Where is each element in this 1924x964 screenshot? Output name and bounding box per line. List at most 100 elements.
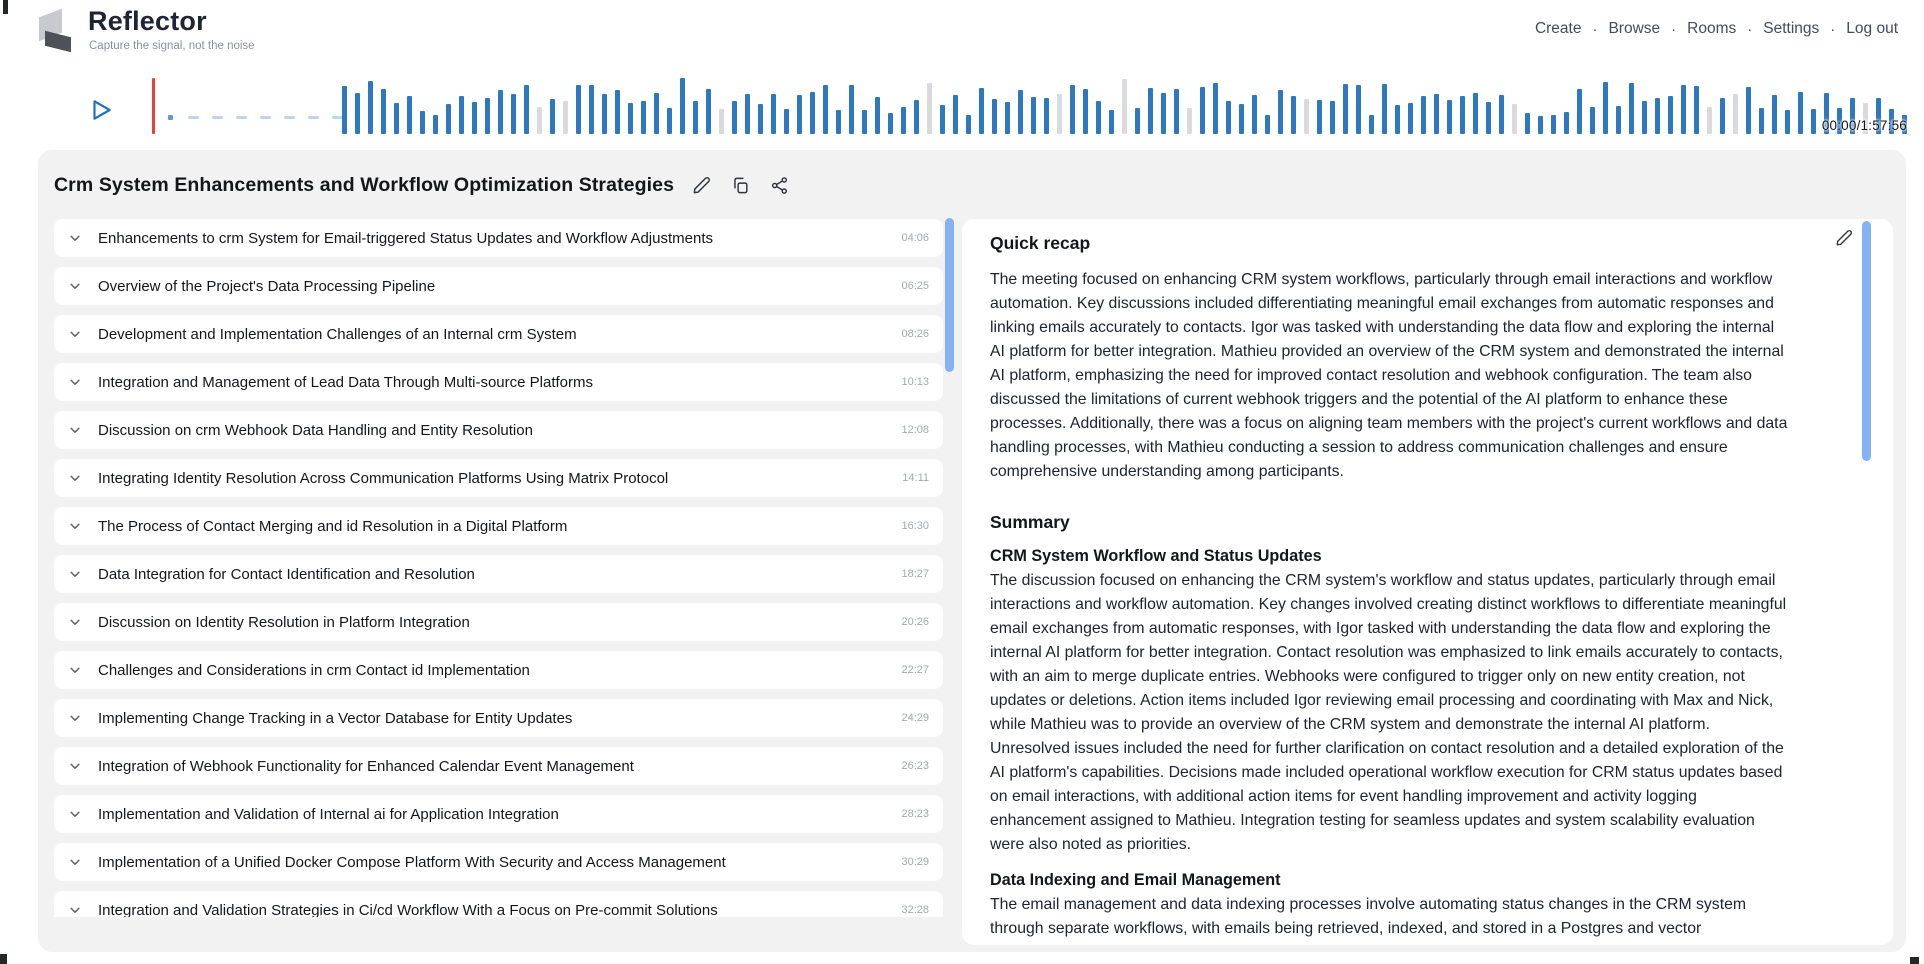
waveform-bar	[1525, 113, 1530, 134]
chevron-down-icon	[68, 615, 82, 629]
topic-timestamp: 24:29	[901, 712, 929, 724]
summary-scrollbar[interactable]	[1862, 221, 1871, 461]
topic-timestamp: 14:11	[902, 472, 929, 484]
waveform-bar	[1824, 93, 1829, 134]
chevron-down-icon	[68, 711, 82, 725]
topic-label: Discussion on crm Webhook Data Handling …	[98, 421, 533, 439]
topic-label: Implementing Change Tracking in a Vector…	[98, 709, 573, 727]
topic-row[interactable]: Implementation and Validation of Interna…	[54, 795, 943, 833]
waveform[interactable]	[146, 76, 1910, 134]
screen-artifact	[3, 0, 8, 14]
topic-timestamp: 08:26	[901, 328, 929, 340]
nav-log-out[interactable]: Log out	[1846, 20, 1898, 37]
waveform-bar	[1512, 104, 1517, 134]
waveform-bar	[1694, 86, 1699, 134]
topic-timestamp: 04:06	[901, 232, 929, 244]
brand-tagline: Capture the signal, not the noise	[89, 40, 255, 52]
waveform-bar	[1278, 90, 1283, 134]
waveform-bar	[1551, 115, 1556, 134]
waveform-bar	[550, 99, 555, 134]
topic-row[interactable]: Integrating Identity Resolution Across C…	[54, 459, 943, 497]
waveform-bar	[342, 86, 347, 134]
edit-summary-button[interactable]	[1833, 227, 1855, 249]
waveform-bar	[875, 97, 880, 134]
waveform-bar	[719, 109, 724, 134]
nav-rooms[interactable]: Rooms	[1687, 20, 1737, 37]
topic-row[interactable]: Challenges and Considerations in crm Con…	[54, 651, 943, 689]
topic-row[interactable]: Integration and Management of Lead Data …	[54, 363, 943, 401]
waveform-bar	[693, 101, 698, 134]
topic-timestamp: 20:26	[901, 616, 929, 628]
topic-row[interactable]: The Process of Contact Merging and id Re…	[54, 507, 943, 545]
audio-player: 00:00/1:57:56	[0, 64, 1924, 140]
summary-section-heading: Data Indexing and Email Management	[990, 871, 1281, 889]
waveform-bar	[654, 93, 659, 134]
nav-browse[interactable]: Browse	[1608, 20, 1661, 37]
topic-row[interactable]: Enhancements to crm System for Email-tri…	[54, 219, 943, 257]
waveform-bar	[1083, 89, 1088, 134]
waveform-quiet-dash	[308, 116, 319, 119]
waveform-bar	[498, 90, 503, 134]
waveform-bar	[1642, 101, 1647, 134]
chevron-down-icon	[68, 375, 82, 389]
summary-heading: Summary	[990, 512, 1070, 532]
waveform-bar	[355, 93, 360, 134]
waveform-bar	[914, 100, 919, 134]
waveform-bar	[940, 105, 945, 134]
topic-row[interactable]: Integration and Validation Strategies in…	[54, 891, 943, 917]
topic-row[interactable]: Implementing Change Tracking in a Vector…	[54, 699, 943, 737]
meeting-title-row: Crm System Enhancements and Workflow Opt…	[54, 174, 791, 197]
waveform-quiet-dash	[236, 116, 247, 119]
waveform-bar	[433, 115, 438, 134]
chevron-down-icon	[68, 903, 82, 917]
chevron-down-icon	[68, 279, 82, 293]
waveform-bar	[1330, 101, 1335, 134]
topic-row[interactable]: Overview of the Project's Data Processin…	[54, 267, 943, 305]
waveform-bar	[1772, 95, 1777, 134]
waveform-bar	[810, 92, 815, 134]
waveform-bar	[1473, 93, 1478, 134]
waveform-bar	[576, 85, 581, 134]
waveform-bar	[771, 94, 776, 134]
nav-settings[interactable]: Settings	[1763, 20, 1820, 37]
topic-label: Integration and Validation Strategies in…	[98, 901, 718, 918]
playhead-cursor[interactable]	[152, 78, 155, 134]
topic-list-scrollbar[interactable]	[945, 218, 954, 372]
waveform-bar	[1707, 107, 1712, 134]
copy-title-button[interactable]	[729, 174, 752, 197]
waveform-bar	[1616, 106, 1621, 134]
topic-row[interactable]: Discussion on crm Webhook Data Handling …	[54, 411, 943, 449]
copy-icon	[734, 177, 748, 194]
waveform-bar	[1408, 103, 1413, 134]
topic-row[interactable]: Discussion on Identity Resolution in Pla…	[54, 603, 943, 641]
waveform-bar	[1681, 85, 1686, 134]
waveform-bar	[1395, 105, 1400, 134]
pencil-icon	[1836, 230, 1852, 246]
waveform-bar	[641, 101, 646, 134]
waveform-bar	[1252, 95, 1257, 134]
waveform-bar	[1200, 87, 1205, 134]
waveform-quiet-dash	[284, 116, 295, 119]
topic-list: Enhancements to crm System for Email-tri…	[54, 219, 943, 917]
topic-row[interactable]: Data Integration for Contact Identificat…	[54, 555, 943, 593]
share-button[interactable]	[768, 174, 791, 197]
waveform-bar	[1889, 109, 1894, 134]
logo-shape-dark	[45, 30, 71, 53]
topic-timestamp: 18:27	[901, 568, 929, 580]
nav-create[interactable]: Create	[1534, 20, 1582, 37]
waveform-bar	[589, 85, 594, 134]
play-button[interactable]	[88, 97, 114, 123]
time-display: 00:00/1:57:56	[1821, 118, 1907, 133]
topic-row[interactable]: Implementation of a Unified Docker Compo…	[54, 843, 943, 881]
waveform-bar	[888, 113, 893, 134]
waveform-bar	[1785, 110, 1790, 134]
waveform-bar	[1590, 107, 1595, 134]
waveform-quiet-dash	[332, 116, 343, 119]
waveform-bar	[1096, 101, 1101, 134]
topic-row[interactable]: Development and Implementation Challenge…	[54, 315, 943, 353]
topic-row[interactable]: Integration of Webhook Functionality for…	[54, 747, 943, 785]
edit-title-button[interactable]	[690, 174, 713, 197]
waveform-bar	[966, 115, 971, 134]
waveform-bar	[485, 98, 490, 134]
waveform-bar	[472, 102, 477, 134]
